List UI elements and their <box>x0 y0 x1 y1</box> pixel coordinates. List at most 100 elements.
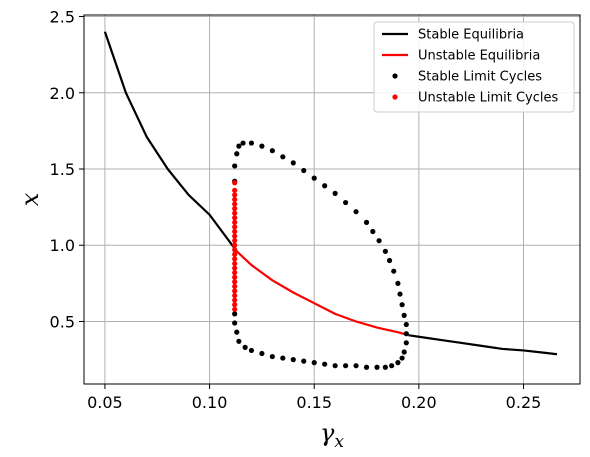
stable-limit-cycles-point <box>382 364 388 370</box>
unstable-limit-cycles-point <box>232 192 238 198</box>
stable-limit-cycles-point <box>395 360 401 366</box>
unstable-limit-cycles-point <box>232 238 238 244</box>
stable-limit-cycles-point <box>280 154 286 160</box>
stable-limit-cycles-point <box>322 183 328 189</box>
stable-limit-cycles-point <box>397 291 403 297</box>
stable-limit-cycles-point <box>353 363 359 369</box>
legend-label-stable-limit-cycles: Stable Limit Cycles <box>418 70 542 85</box>
unstable-limit-cycles-point <box>232 306 238 312</box>
stable-limit-cycles-point <box>353 209 359 215</box>
stable-limit-cycles-point <box>403 340 409 346</box>
unstable-limit-cycles-point <box>232 233 238 239</box>
unstable-limit-cycles-point <box>232 279 238 285</box>
legend: Stable Equilibria Unstable Equilibria Stab… <box>373 21 575 113</box>
unstable-limit-cycles-point <box>232 187 238 193</box>
stable-limit-cycles-point <box>332 190 338 196</box>
legend-swatch-stable-limit-cycles <box>392 73 398 79</box>
unstable-limit-cycles-point <box>232 206 238 212</box>
unstable-limit-cycles-point <box>232 210 238 216</box>
stable-limit-cycles-point <box>399 355 405 361</box>
unstable-limit-cycles-point <box>232 270 238 276</box>
stable-limit-cycles-point <box>311 360 317 366</box>
stable-limit-cycles-point <box>401 312 407 318</box>
unstable-limit-cycles-point <box>232 274 238 280</box>
unstable-limit-cycles-point <box>232 180 238 186</box>
legend-box <box>373 21 575 113</box>
y-tick-label: 0.5 <box>50 312 75 331</box>
stable-limit-cycles-point <box>301 358 307 364</box>
stable-limit-cycles-point <box>232 320 238 326</box>
legend-label-unstable-limit-cycles: Unstable Limit Cycles <box>418 91 558 106</box>
stable-limit-cycles-point <box>259 350 265 357</box>
unstable-limit-cycles-point <box>232 247 238 253</box>
x-tick-label: 0.10 <box>192 393 228 412</box>
stable-limit-cycles-point <box>376 238 382 244</box>
stable-limit-cycles-point <box>236 143 242 149</box>
stable-limit-cycles-point <box>290 357 296 363</box>
legend-swatch-unstable-limit-cycles <box>392 94 398 100</box>
stable-limit-cycles-point <box>232 163 238 169</box>
stable-limit-cycles-point <box>363 364 370 370</box>
stable-limit-cycles-point <box>343 363 349 369</box>
stable-limit-cycles-point <box>248 140 255 146</box>
unstable-limit-cycles-point <box>232 288 238 294</box>
stable-limit-cycles-point <box>269 353 275 360</box>
unstable-limit-cycles-point <box>232 215 238 221</box>
stable-limit-cycles-point <box>240 140 246 146</box>
unstable-limit-cycles-point <box>232 201 238 207</box>
stable-limit-cycles-point <box>382 248 388 254</box>
x-axis-label: γx <box>320 419 344 452</box>
stable-limit-cycles-point <box>290 160 296 166</box>
stable-limit-cycles-point <box>343 199 349 206</box>
y-axis-label: x <box>16 192 44 206</box>
stable-limit-cycles-point <box>234 329 240 335</box>
stable-limit-cycles-point <box>386 257 393 264</box>
stable-limit-cycles-point <box>391 268 397 274</box>
unstable-limit-cycles-point <box>232 292 238 299</box>
stable-limit-cycles-point <box>399 302 405 308</box>
unstable-limit-cycles-point <box>232 297 238 303</box>
stable-limit-cycles-point <box>234 151 240 157</box>
unstable-limit-cycles-point <box>232 219 238 225</box>
legend-label-unstable-equilibria: Unstable Equilibria <box>418 49 540 64</box>
stable-limit-cycles-point <box>242 344 248 350</box>
unstable-limit-cycles-point <box>232 265 238 271</box>
stable-limit-cycles-point <box>370 228 376 235</box>
unstable-limit-cycles-point <box>232 242 238 248</box>
stable-limit-cycles-point <box>395 280 401 286</box>
unstable-limit-cycles-point <box>232 283 238 290</box>
y-tick-label: 2.0 <box>50 84 75 103</box>
x-tick-label: 0.25 <box>506 393 542 412</box>
stable-limit-cycles-point <box>374 364 380 370</box>
legend-label-stable-equilibria: Stable Equilibria <box>418 28 524 43</box>
x-tick-label: 0.20 <box>401 393 437 412</box>
unstable-limit-cycles-point <box>232 256 238 262</box>
stable-limit-cycles-point <box>311 175 317 181</box>
unstable-limit-cycles-point <box>232 224 238 230</box>
plot-series <box>103 31 558 370</box>
unstable-equilibria-line <box>236 250 409 337</box>
unstable-limit-cycles-point <box>232 251 238 257</box>
unstable-limit-cycles-point <box>232 196 238 203</box>
stable-equilibria-line <box>408 334 558 356</box>
y-tick-label: 1.0 <box>50 236 75 255</box>
unstable-limit-cycles-point <box>232 228 238 235</box>
x-tick-label: 0.15 <box>296 393 332 412</box>
stable-equilibria-line <box>103 31 238 252</box>
stable-limit-cycles-point <box>236 338 242 344</box>
stable-limit-cycles-point <box>363 219 370 225</box>
stable-limit-cycles-point <box>269 148 275 154</box>
stable-limit-cycles-point <box>232 311 238 317</box>
unstable-limit-cycles-point <box>232 302 238 308</box>
stable-limit-cycles-point <box>332 363 338 369</box>
plot-frame <box>83 14 581 385</box>
stable-limit-cycles-point <box>248 347 255 354</box>
stable-limit-cycles-point <box>401 349 407 355</box>
ticks: 0.05 0.10 0.15 0.20 0.25 0.5 1.0 1.5 2.0 2.5 <box>50 8 542 412</box>
stable-limit-cycles-point <box>403 331 409 337</box>
stable-limit-cycles-point <box>280 355 286 361</box>
stable-limit-cycles-point <box>322 361 328 367</box>
stable-limit-cycles-point <box>389 363 395 369</box>
y-tick-label: 1.5 <box>50 160 75 179</box>
